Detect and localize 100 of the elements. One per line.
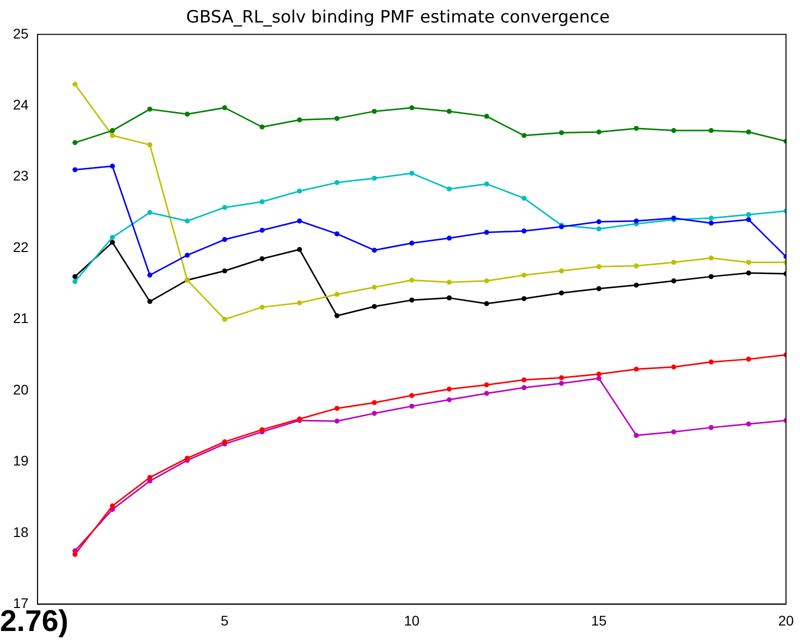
point bbox=[446, 386, 452, 392]
point bbox=[222, 316, 228, 322]
point bbox=[409, 240, 414, 246]
point bbox=[558, 268, 564, 274]
point bbox=[72, 279, 78, 284]
point bbox=[334, 292, 340, 297]
point bbox=[484, 382, 490, 388]
y-tick-label: 22 bbox=[12, 238, 29, 255]
point bbox=[446, 280, 452, 285]
point bbox=[522, 385, 527, 390]
point bbox=[484, 230, 490, 235]
point bbox=[409, 170, 414, 176]
point bbox=[558, 290, 564, 296]
point bbox=[372, 400, 377, 406]
point bbox=[260, 228, 265, 233]
point bbox=[746, 217, 752, 222]
point bbox=[746, 422, 752, 426]
point bbox=[522, 196, 527, 201]
y-tick-label: 20 bbox=[12, 381, 29, 398]
point bbox=[446, 397, 452, 402]
point bbox=[708, 274, 714, 280]
y-tick-label: 19 bbox=[12, 452, 29, 469]
point bbox=[634, 218, 639, 224]
point bbox=[110, 234, 115, 240]
point bbox=[596, 219, 602, 224]
point bbox=[708, 425, 714, 430]
point bbox=[409, 105, 414, 110]
point bbox=[72, 82, 78, 87]
point bbox=[522, 272, 527, 278]
point bbox=[671, 260, 676, 265]
point bbox=[222, 237, 228, 242]
point bbox=[334, 116, 340, 121]
point bbox=[184, 218, 190, 224]
point bbox=[596, 376, 602, 381]
point bbox=[260, 199, 265, 204]
point bbox=[708, 216, 714, 221]
point bbox=[297, 247, 302, 252]
point bbox=[634, 432, 639, 438]
point bbox=[372, 284, 377, 290]
point bbox=[746, 356, 752, 362]
point bbox=[72, 167, 78, 172]
y-tick-label: 23 bbox=[12, 168, 29, 184]
point bbox=[334, 418, 340, 424]
point bbox=[671, 278, 676, 284]
point bbox=[372, 304, 377, 309]
chart-title: GBSA_RL_solv binding PMF estimate convergence bbox=[186, 8, 610, 28]
point bbox=[671, 364, 676, 370]
point bbox=[297, 300, 302, 306]
point bbox=[409, 278, 414, 283]
point bbox=[334, 406, 340, 411]
y-tick-label: 18 bbox=[12, 524, 29, 540]
point bbox=[746, 260, 752, 265]
point bbox=[372, 176, 377, 181]
point bbox=[446, 108, 452, 114]
point bbox=[147, 474, 152, 480]
point bbox=[72, 140, 78, 146]
point bbox=[260, 124, 265, 130]
point bbox=[522, 228, 527, 234]
point bbox=[484, 390, 490, 396]
point bbox=[147, 298, 152, 304]
point bbox=[334, 313, 340, 318]
point bbox=[110, 164, 115, 169]
point bbox=[72, 274, 78, 280]
point bbox=[446, 295, 452, 300]
x-tick-label: 10 bbox=[404, 612, 420, 628]
point bbox=[596, 226, 602, 232]
point bbox=[409, 404, 414, 409]
point bbox=[147, 272, 152, 278]
point bbox=[260, 304, 265, 310]
point bbox=[297, 218, 302, 224]
point bbox=[334, 180, 340, 186]
point bbox=[596, 129, 602, 134]
x-tick-label: 15 bbox=[591, 612, 607, 628]
point bbox=[708, 128, 714, 134]
point bbox=[110, 503, 115, 508]
point bbox=[372, 410, 377, 416]
point bbox=[446, 236, 452, 241]
point bbox=[671, 128, 676, 134]
point bbox=[222, 105, 228, 110]
point bbox=[72, 552, 78, 557]
point bbox=[372, 248, 377, 253]
point bbox=[409, 298, 414, 303]
point bbox=[558, 375, 564, 380]
point bbox=[484, 181, 490, 186]
point bbox=[147, 142, 152, 148]
point bbox=[634, 366, 639, 372]
point bbox=[596, 264, 602, 270]
point bbox=[484, 114, 490, 119]
point bbox=[746, 270, 752, 276]
point bbox=[184, 112, 190, 117]
point bbox=[558, 130, 564, 136]
point bbox=[110, 240, 115, 245]
point bbox=[596, 372, 602, 377]
point bbox=[260, 256, 265, 262]
point bbox=[634, 282, 639, 288]
point bbox=[184, 252, 190, 258]
point bbox=[708, 220, 714, 226]
point bbox=[708, 360, 714, 365]
point bbox=[147, 210, 152, 215]
point bbox=[634, 126, 639, 131]
